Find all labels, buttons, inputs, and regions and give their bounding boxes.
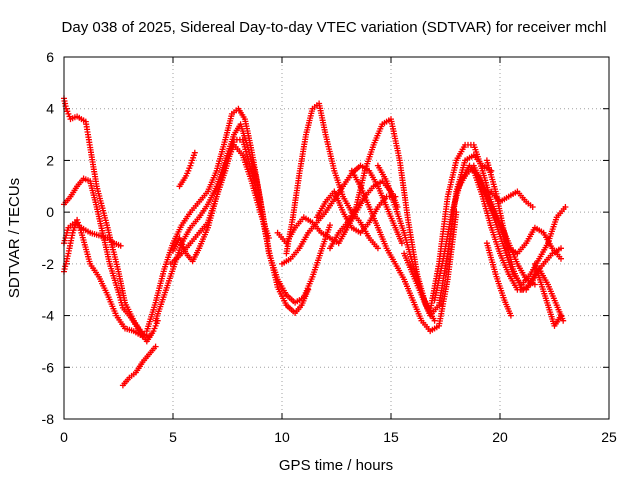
x-tick-label: 20 bbox=[492, 429, 508, 445]
axis-ticks: 0 5 10 15 20 25 -8 -6 -4 -2 0 2 4 6 bbox=[42, 49, 617, 445]
y-tick-label: -8 bbox=[42, 411, 55, 427]
plus-markers bbox=[348, 167, 460, 335]
y-tick-label: 0 bbox=[46, 204, 54, 220]
y-tick-label: 2 bbox=[46, 152, 54, 168]
x-tick-label: 15 bbox=[383, 429, 399, 445]
plus-markers bbox=[283, 100, 381, 257]
series-track-16 bbox=[348, 167, 460, 335]
x-tick-label: 0 bbox=[60, 429, 68, 445]
plus-markers bbox=[167, 141, 272, 267]
plus-markers bbox=[61, 175, 161, 345]
y-tick-label: 4 bbox=[46, 101, 54, 117]
y-tick-label: -6 bbox=[42, 359, 55, 375]
chart-title: Day 038 of 2025, Sidereal Day-to-day VTE… bbox=[62, 19, 607, 36]
series-track-1 bbox=[61, 95, 152, 340]
plus-markers bbox=[61, 95, 152, 340]
x-tick-label: 25 bbox=[601, 429, 617, 445]
plus-markers bbox=[483, 157, 567, 324]
x-tick-label: 10 bbox=[274, 429, 290, 445]
y-axis-label: SDTVAR / TECUs bbox=[6, 178, 23, 298]
series-track-11 bbox=[283, 100, 381, 257]
y-tick-label: -4 bbox=[42, 308, 55, 324]
series-track-2 bbox=[61, 175, 161, 345]
series-track-22 bbox=[483, 157, 567, 324]
series-track-23 bbox=[483, 240, 514, 319]
series-track-6 bbox=[143, 105, 312, 335]
y-tick-label: -2 bbox=[42, 256, 55, 272]
series-track-25 bbox=[531, 260, 564, 329]
data-marks bbox=[61, 95, 569, 389]
x-axis-label: GPS time / hours bbox=[279, 457, 393, 474]
plus-markers bbox=[119, 343, 159, 389]
plus-markers bbox=[143, 105, 312, 335]
y-tick-label: 6 bbox=[46, 49, 54, 65]
plus-markers bbox=[531, 260, 564, 329]
series-track-10 bbox=[167, 141, 272, 267]
plus-markers bbox=[176, 149, 198, 190]
plus-markers bbox=[483, 240, 514, 319]
series-track-24 bbox=[488, 188, 536, 210]
series-track-5 bbox=[119, 343, 159, 389]
plus-markers bbox=[488, 188, 536, 210]
series-track-9 bbox=[176, 149, 198, 190]
plot-frame bbox=[63, 56, 610, 420]
x-tick-label: 5 bbox=[169, 429, 177, 445]
